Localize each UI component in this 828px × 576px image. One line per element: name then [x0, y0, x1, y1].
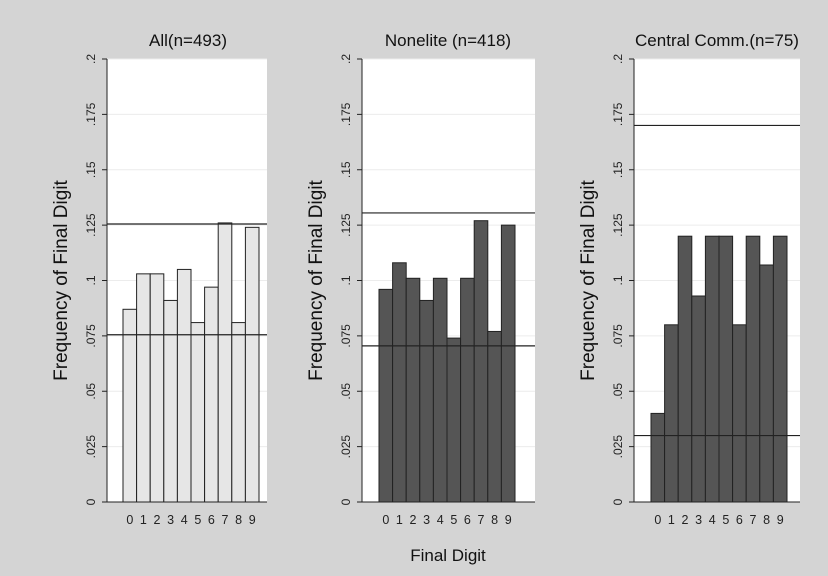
y-tick-label: .1 — [611, 275, 625, 285]
y-tick-label: .175 — [84, 102, 98, 126]
bar-3 — [420, 300, 434, 502]
bar-8 — [488, 331, 502, 502]
x-tick-label: 3 — [423, 513, 430, 527]
bar-7 — [218, 223, 232, 502]
x-tick-label: 1 — [140, 513, 147, 527]
bar-9 — [245, 227, 259, 502]
bar-0 — [379, 289, 393, 502]
bar-5 — [719, 236, 733, 502]
bar-5 — [191, 323, 205, 502]
y-tick-label: .1 — [339, 275, 353, 285]
y-tick-label: .025 — [611, 435, 625, 459]
y-tick-label: .175 — [611, 102, 625, 126]
bar-7 — [746, 236, 760, 502]
y-tick-label: .125 — [84, 213, 98, 237]
y-tick-label: .2 — [339, 54, 353, 64]
bar-3 — [692, 296, 706, 502]
bar-4 — [177, 269, 191, 502]
y-tick-label: .05 — [84, 383, 98, 400]
x-tick-label: 4 — [437, 513, 444, 527]
x-tick-label: 6 — [736, 513, 743, 527]
x-tick-label: 6 — [464, 513, 471, 527]
bar-2 — [406, 278, 420, 502]
x-tick-label: 5 — [722, 513, 729, 527]
y-tick-label: .125 — [611, 213, 625, 237]
y-tick-label: .1 — [84, 275, 98, 285]
bar-9 — [773, 236, 787, 502]
panels: 0 1 2 3 4 5 6 7 8 90.025.05.075.1.125.15.175.2Fre… — [51, 31, 800, 527]
x-tick-label: 1 — [668, 513, 675, 527]
panel-title: Nonelite (n=418) — [385, 31, 511, 50]
bar-2 — [150, 274, 164, 502]
figure-xlabel: Final Digit — [410, 546, 486, 565]
bar-0 — [651, 413, 665, 502]
bar-3 — [164, 300, 178, 502]
x-tick-label: 1 — [396, 513, 403, 527]
chart-panel-1: 0 1 2 3 4 5 6 7 8 90.025.05.075.1.125.15.175.2Fre… — [306, 31, 535, 527]
bar-1 — [393, 263, 407, 502]
bar-4 — [705, 236, 719, 502]
x-tick-label: 0 — [126, 513, 133, 527]
y-tick-label: .2 — [611, 54, 625, 64]
chart-panel-0: 0 1 2 3 4 5 6 7 8 90.025.05.075.1.125.15.175.2Fre… — [51, 31, 267, 527]
x-tick-label: 7 — [750, 513, 757, 527]
x-tick-label: 4 — [709, 513, 716, 527]
bar-5 — [447, 338, 461, 502]
x-tick-label: 3 — [167, 513, 174, 527]
x-tick-label: 0 — [382, 513, 389, 527]
x-tick-label: 7 — [478, 513, 485, 527]
y-tick-label: .025 — [84, 435, 98, 459]
y-tick-label: .125 — [339, 213, 353, 237]
y-axis-label: Frequency of Final Digit — [578, 179, 599, 380]
bar-6 — [205, 287, 219, 502]
x-tick-label: 9 — [777, 513, 784, 527]
x-tick-label: 0 — [654, 513, 661, 527]
bar-1 — [137, 274, 151, 502]
x-tick-label: 3 — [695, 513, 702, 527]
y-tick-label: .075 — [84, 324, 98, 348]
y-tick-label: 0 — [611, 498, 625, 505]
bar-1 — [665, 325, 679, 502]
bar-6 — [733, 325, 747, 502]
x-tick-label: 8 — [491, 513, 498, 527]
x-tick-label: 2 — [682, 513, 689, 527]
chart-panel-2: 0 1 2 3 4 5 6 7 8 90.025.05.075.1.125.15.175.2Fre… — [578, 31, 800, 527]
bar-8 — [760, 265, 774, 502]
x-tick-label: 2 — [410, 513, 417, 527]
y-tick-label: .025 — [339, 435, 353, 459]
y-axis-label: Frequency of Final Digit — [306, 179, 327, 380]
y-tick-label: .15 — [611, 161, 625, 178]
bar-2 — [678, 236, 692, 502]
x-tick-label: 8 — [763, 513, 770, 527]
panel-title: All(n=493) — [149, 31, 227, 50]
x-tick-label: 9 — [505, 513, 512, 527]
bar-0 — [123, 309, 137, 502]
y-tick-label: .15 — [84, 161, 98, 178]
bar-8 — [232, 323, 246, 502]
y-tick-label: 0 — [339, 498, 353, 505]
y-tick-label: .05 — [339, 383, 353, 400]
x-tick-label: 4 — [181, 513, 188, 527]
y-tick-label: .075 — [339, 324, 353, 348]
bar-9 — [501, 225, 515, 502]
y-tick-label: .2 — [84, 54, 98, 64]
x-tick-label: 7 — [222, 513, 229, 527]
x-tick-label: 5 — [450, 513, 457, 527]
x-tick-label: 5 — [194, 513, 201, 527]
y-tick-label: 0 — [84, 498, 98, 505]
x-tick-label: 2 — [154, 513, 161, 527]
y-tick-label: .175 — [339, 102, 353, 126]
y-axis-label: Frequency of Final Digit — [51, 179, 72, 380]
y-tick-label: .15 — [339, 161, 353, 178]
y-tick-label: .075 — [611, 324, 625, 348]
x-tick-label: 8 — [235, 513, 242, 527]
x-tick-label: 9 — [249, 513, 256, 527]
bar-7 — [474, 221, 488, 502]
bar-6 — [461, 278, 475, 502]
y-tick-label: .05 — [611, 383, 625, 400]
panel-title: Central Comm.(n=75) — [635, 31, 799, 50]
x-tick-label: 6 — [208, 513, 215, 527]
bar-4 — [433, 278, 447, 502]
